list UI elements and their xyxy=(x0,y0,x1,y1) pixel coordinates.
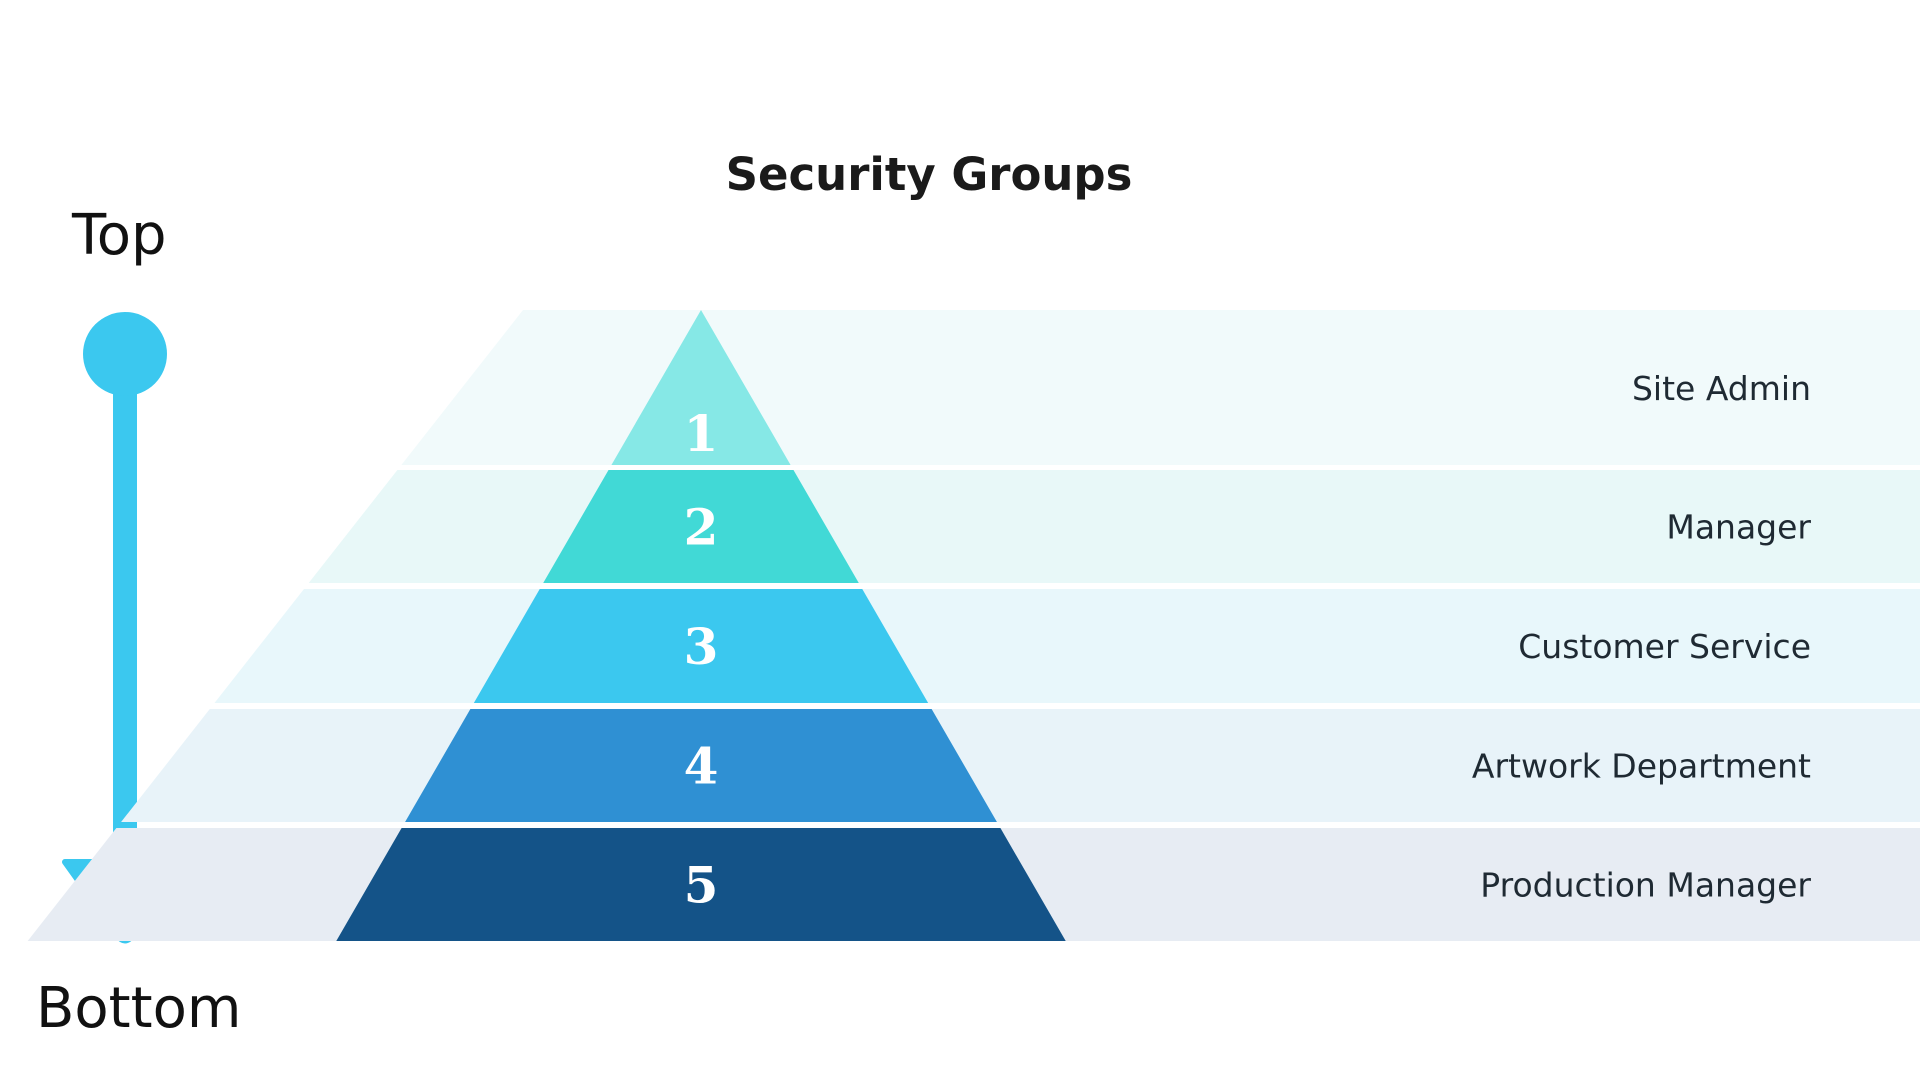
top-label: Top xyxy=(71,203,167,268)
level-labels: Site Admin Manager Customer Service Artwork… xyxy=(1472,369,1812,905)
level-label-5: Production Manager xyxy=(1480,866,1811,905)
tier-number-1: 1 xyxy=(684,404,719,463)
tier-number-2: 2 xyxy=(684,498,719,557)
level-label-2: Manager xyxy=(1666,508,1811,547)
pyramid-tier-4 xyxy=(405,709,997,822)
pyramid-tier-5 xyxy=(336,828,1066,941)
level-label-3: Customer Service xyxy=(1518,627,1811,666)
level-label-4: Artwork Department xyxy=(1472,747,1811,786)
level-numbers: 1 2 3 4 5 xyxy=(684,404,719,915)
pyramid-tier-3 xyxy=(473,589,929,703)
diagram-title: Security Groups xyxy=(726,148,1133,201)
pyramid-tier-1 xyxy=(611,310,791,465)
pyramid xyxy=(336,310,1066,941)
pyramid-tier-2 xyxy=(543,470,859,583)
bottom-label: Bottom xyxy=(36,976,241,1041)
arrow-start-dot xyxy=(83,312,167,396)
level-band-1 xyxy=(401,310,1920,465)
tier-number-3: 3 xyxy=(684,617,719,676)
tier-number-5: 5 xyxy=(684,856,719,915)
level-label-1: Site Admin xyxy=(1632,369,1811,408)
arrow-shaft xyxy=(113,354,137,864)
tier-number-4: 4 xyxy=(684,737,719,796)
